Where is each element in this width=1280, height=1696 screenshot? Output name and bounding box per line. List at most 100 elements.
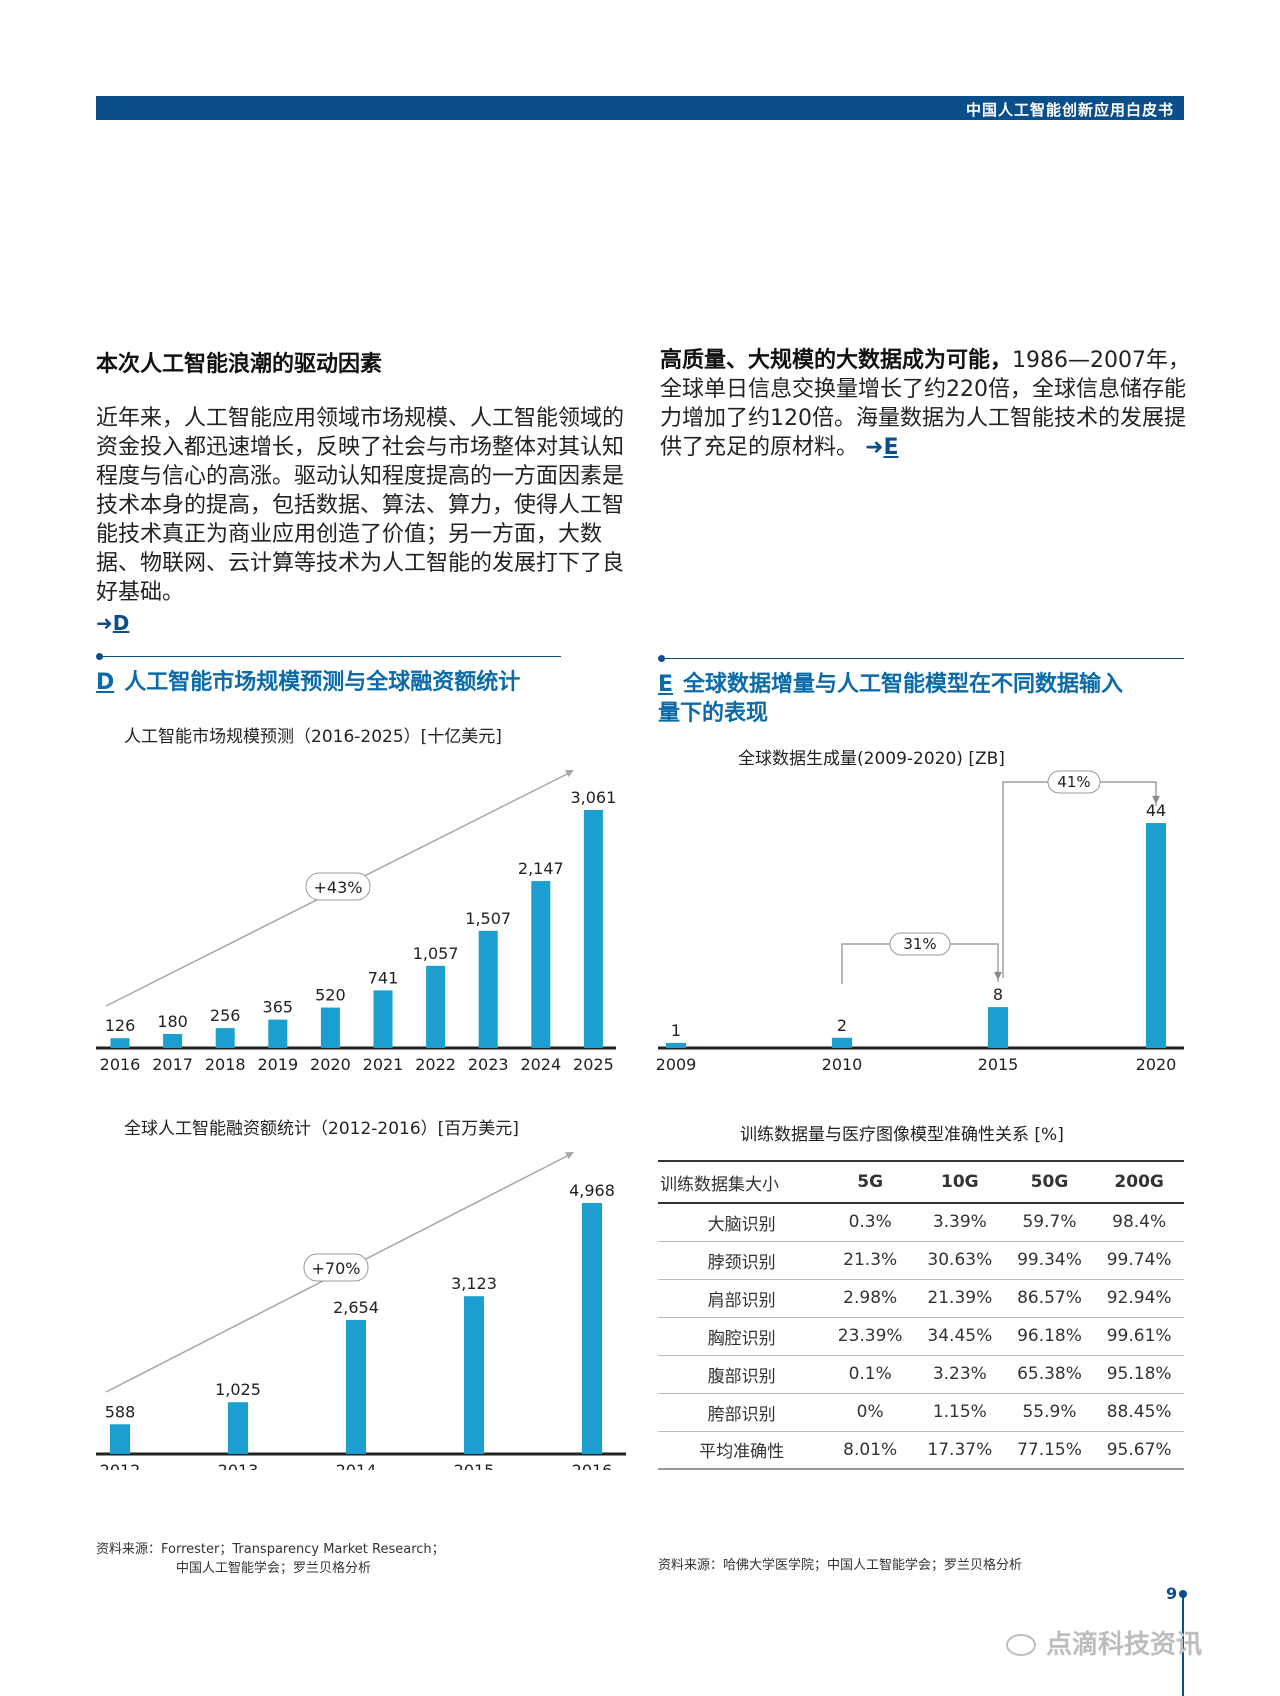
x-tick-label: 2020: [1136, 1055, 1177, 1074]
table-cell: 55.9%: [1004, 1393, 1095, 1432]
data-label: 1,507: [465, 909, 511, 928]
growth-badge: [305, 872, 371, 901]
bar: [163, 1034, 183, 1048]
x-tick-label: 2021: [363, 1055, 404, 1072]
bar: [1146, 823, 1166, 1048]
table-cell: 92.94%: [1094, 1279, 1184, 1318]
figure-d-reference[interactable]: ➜D: [96, 609, 636, 638]
table-cell: 0.1%: [825, 1355, 915, 1394]
accuracy-table: 训练数据集大小 5G 10G 50G 200G 大脑识别 0.3% 3.39% …: [658, 1160, 1184, 1470]
x-tick-label: 2017: [152, 1055, 193, 1072]
funding-chart: 588 2012 1,025 2013 2,654 2014 3,123 2015 4,968 2…: [96, 1152, 626, 1470]
data-label: 520: [315, 986, 346, 1005]
bar: [832, 1037, 852, 1048]
right-paragraph-lead: 高质量、大规模的大数据成为可能，: [660, 348, 1013, 373]
figure-e-ref-letter: E: [883, 435, 899, 460]
x-tick-label: 2020: [310, 1055, 351, 1072]
data-label: 2,654: [333, 1298, 379, 1317]
figure-e-rule: [661, 658, 1184, 659]
table-cell: 77.15%: [1004, 1431, 1095, 1470]
bar: [110, 1038, 130, 1048]
x-tick-label: 2014: [336, 1461, 377, 1470]
right-paragraph: 高质量、大规模的大数据成为可能，1986—2007年，全球单日信息交换量增长了约…: [660, 346, 1190, 462]
table-cell: 8.01%: [825, 1431, 915, 1470]
table-row: 大脑识别 0.3% 3.39% 59.7% 98.4%: [658, 1203, 1184, 1242]
table-cell: 3.23%: [915, 1355, 1005, 1394]
x-tick-label: 2015: [978, 1055, 1019, 1074]
table-cell: 0%: [825, 1393, 915, 1432]
x-tick-label: 2019: [257, 1055, 298, 1072]
table-cell: 肩部识别: [658, 1279, 826, 1318]
x-tick-label: 2009: [656, 1055, 697, 1074]
figure-d-title-text: 人工智能市场规模预测与全球融资额统计: [124, 670, 521, 695]
data-label: 3,061: [570, 788, 616, 807]
x-tick-label: 2010: [822, 1055, 863, 1074]
section-heading: 本次人工智能浪潮的驱动因素: [96, 352, 383, 377]
table-cell: 34.45%: [915, 1317, 1005, 1356]
growth-connector: [1002, 781, 1157, 978]
x-tick-label: 2018: [205, 1055, 246, 1072]
figure-d-rule: [99, 656, 561, 657]
data-label: 2,147: [518, 859, 564, 878]
bar: [215, 1028, 235, 1048]
growth-badge: [889, 932, 951, 956]
page-number: 9: [1166, 1584, 1178, 1603]
table-row: 腹部识别 0.1% 3.23% 65.38% 95.18%: [658, 1355, 1184, 1394]
table-cell: 17.37%: [915, 1431, 1005, 1470]
x-tick-label: 2012: [100, 1461, 141, 1470]
figure-e-reference[interactable]: ➜E: [865, 435, 898, 460]
x-tick-label: 2022: [415, 1055, 456, 1072]
data-label: 180: [157, 1012, 188, 1031]
data-label: 4,968: [569, 1181, 615, 1200]
table-header-cell: 训练数据集大小: [658, 1160, 826, 1204]
growth-badge: [1047, 770, 1101, 794]
wechat-icon: [1006, 1634, 1036, 1656]
data-label: 365: [263, 998, 294, 1017]
bar: [582, 1203, 602, 1454]
right-paragraph-text: 1986—2007年，全球单日信息交换量增长了约220倍，全球信息储存能力增加了…: [660, 348, 1190, 460]
growth-badge: [303, 1253, 369, 1282]
trend-arrow-head: [565, 770, 574, 778]
table-cell: 30.63%: [915, 1241, 1005, 1280]
arrow-right-icon: ➜: [96, 611, 113, 635]
bar: [110, 1424, 130, 1454]
table-header-cell: 50G: [1004, 1160, 1095, 1204]
table-cell: 95.18%: [1094, 1355, 1184, 1394]
figure-d-ref-letter: D: [112, 611, 130, 635]
table-cell: 21.39%: [915, 1279, 1005, 1318]
table-row: 肩部识别 2.98% 21.39% 86.57% 92.94%: [658, 1279, 1184, 1318]
page-marker-dot: [1179, 1590, 1187, 1598]
table-cell: 99.34%: [1004, 1241, 1095, 1280]
table-cell: 23.39%: [825, 1317, 915, 1356]
table-row: 平均准确性 8.01% 17.37% 77.15% 95.67%: [658, 1431, 1184, 1470]
table-row: 胯部识别 0% 1.15% 55.9% 88.45%: [658, 1393, 1184, 1432]
bar: [464, 1296, 484, 1454]
x-tick-label: 2013: [218, 1461, 259, 1470]
data-label: 2: [837, 1016, 847, 1035]
figure-e-title: E 全球数据增量与人工智能模型在不同数据输入 量下的表现: [658, 670, 1184, 728]
data-label: 1,057: [413, 944, 459, 963]
page-marker-line: [1182, 1596, 1184, 1696]
data-label: 126: [105, 1016, 136, 1035]
table-cell: 88.45%: [1094, 1393, 1184, 1432]
table-cell: 95.67%: [1094, 1431, 1184, 1470]
arrow-right-icon: ➜: [865, 435, 884, 460]
accuracy-table-title: 训练数据量与医疗图像模型准确性关系 [%]: [740, 1125, 1064, 1145]
table-cell: 86.57%: [1004, 1279, 1095, 1318]
figure-d-source-line2: 中国人工智能学会；罗兰贝格分析: [176, 1561, 372, 1576]
watermark-text: 点滴科技资讯: [1046, 1630, 1203, 1660]
bar: [228, 1402, 248, 1454]
table-cell: 65.38%: [1004, 1355, 1095, 1394]
table-header-cell: 10G: [915, 1160, 1005, 1204]
figure-e-source: 资料来源：哈佛大学医学院；中国人工智能学会；罗兰贝格分析: [658, 1558, 1023, 1573]
data-label: 741: [368, 968, 399, 987]
figure-d-title: D 人工智能市场规模预测与全球融资额统计: [96, 668, 576, 697]
trend-arrow-head: [565, 1152, 574, 1160]
figure-e-title-line1: 全球数据增量与人工智能模型在不同数据输入: [683, 672, 1124, 697]
table-cell: 96.18%: [1004, 1317, 1095, 1356]
table-cell: 21.3%: [825, 1241, 915, 1280]
table-cell: 腹部识别: [658, 1355, 826, 1394]
bar: [478, 930, 498, 1048]
table-header-cell: 200G: [1094, 1160, 1184, 1204]
bar: [988, 1007, 1008, 1048]
